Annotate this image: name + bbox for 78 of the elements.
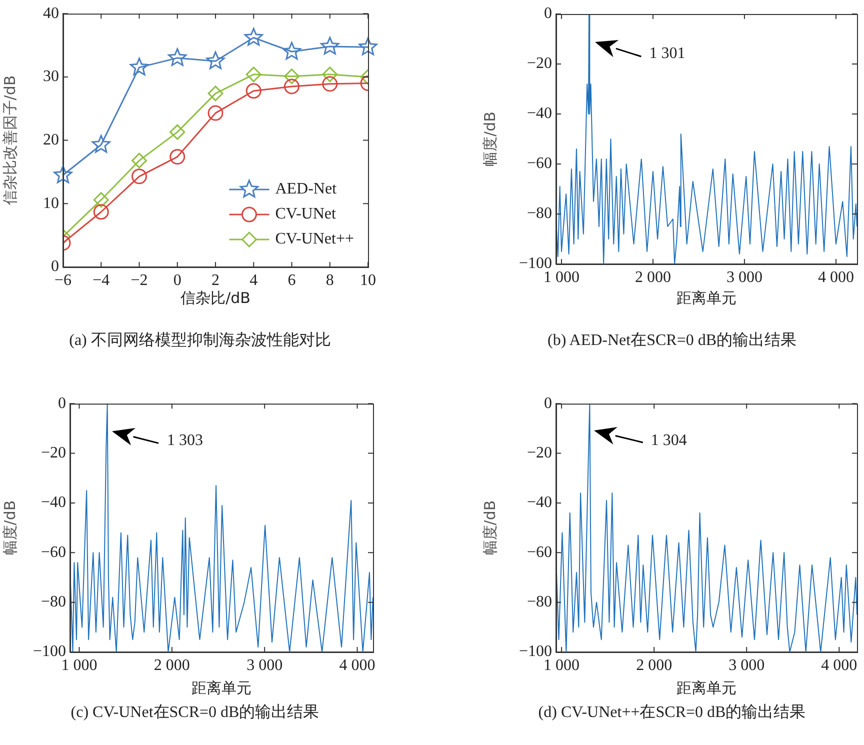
x-axis-title: 距离单元 <box>676 678 736 697</box>
y-axis-title: 幅度/dB <box>0 500 19 556</box>
point <box>208 86 224 102</box>
y-tick-label: −60 <box>526 544 552 561</box>
y-tick-label: 20 <box>43 132 59 149</box>
point <box>93 192 109 208</box>
point <box>284 78 300 94</box>
y-tick-label: 0 <box>544 5 552 22</box>
text: (a) 不同网络模型抑制海杂波性能对比 <box>68 330 332 351</box>
point <box>170 124 186 140</box>
point <box>246 66 262 82</box>
text: (c) CV-UNet在SCR=0 dB的输出结果 <box>70 702 320 723</box>
y-tick-label: −60 <box>40 544 66 561</box>
y-axis-title: 信杂比改善因子/dB <box>0 75 19 206</box>
x-tick-label: −4 <box>92 272 110 289</box>
y-axis-title: 幅度/dB <box>480 112 499 166</box>
point <box>208 105 224 121</box>
point <box>92 134 110 153</box>
point <box>322 76 338 92</box>
y-axis-title: 幅度/dB <box>480 500 499 556</box>
y-tick-label: 10 <box>43 194 59 212</box>
point <box>244 28 263 46</box>
point <box>282 42 302 60</box>
x-tick-label: 4 <box>250 272 258 289</box>
y-tick-label: −20 <box>526 444 552 462</box>
x-tick-label: 3 000 <box>726 268 762 286</box>
point <box>130 58 149 76</box>
x-axis-title: 距离单元 <box>192 678 252 697</box>
x-axis-title: 距离单元 <box>676 288 736 307</box>
x-tick-label: 2 000 <box>154 656 190 674</box>
x-tick-label: 4 000 <box>818 268 854 286</box>
y-tick-label: −40 <box>526 494 552 512</box>
y-tick-label: 40 <box>43 4 59 22</box>
x-tick-label: −6 <box>54 272 72 289</box>
annotation: 1 301 <box>649 45 686 62</box>
x-tick-label: 4 000 <box>339 656 376 674</box>
x-axis-title: 信杂比/dB <box>180 288 250 307</box>
x-tick-label: 4 000 <box>821 656 858 674</box>
legend-label: CV-UNet++ <box>275 230 354 248</box>
y-tick-label: −80 <box>40 594 66 611</box>
point <box>93 204 109 220</box>
text: (d) CV-UNet++在SCR=0 dB的输出结果 <box>537 702 807 723</box>
x-tick-label: −2 <box>130 272 148 289</box>
point <box>168 48 187 66</box>
point <box>322 66 338 82</box>
point <box>132 152 147 168</box>
y-tick-label: −20 <box>526 55 552 72</box>
point <box>358 37 378 56</box>
x-tick-label: 8 <box>326 272 334 289</box>
x-tick-label: 3 000 <box>246 656 283 674</box>
y-tick-label: −40 <box>526 105 552 122</box>
y-tick-label: 0 <box>58 394 66 412</box>
legend-label: CV-UNet <box>275 206 337 223</box>
x-tick-label: 2 <box>212 272 220 289</box>
x-tick-label: 2 000 <box>636 656 672 674</box>
y-tick-label: −60 <box>526 155 552 172</box>
point <box>246 83 262 99</box>
y-tick-label: −80 <box>526 594 552 611</box>
text: (b) AED-Net在SCR=0 dB的输出结果 <box>546 330 798 351</box>
point <box>54 165 72 184</box>
point <box>170 149 186 165</box>
point <box>320 36 340 55</box>
x-tick-label: 0 <box>173 272 182 289</box>
point <box>284 68 300 84</box>
y-tick-label: −80 <box>526 205 552 222</box>
y-tick-label: −20 <box>40 444 66 462</box>
point <box>132 168 147 184</box>
x-tick-label: 10 <box>360 272 376 289</box>
x-tick-label: 6 <box>288 272 296 289</box>
legend-label: AED-Net <box>275 180 338 198</box>
point <box>206 51 225 70</box>
y-tick-label: −40 <box>40 494 66 512</box>
annotation: 1 303 <box>166 432 203 450</box>
y-tick-label: 30 <box>43 68 59 86</box>
annotation: 1 304 <box>650 432 687 450</box>
y-tick-label: 0 <box>544 394 552 412</box>
x-tick-label: 2 000 <box>634 268 671 286</box>
x-tick-label: 3 000 <box>728 656 765 674</box>
